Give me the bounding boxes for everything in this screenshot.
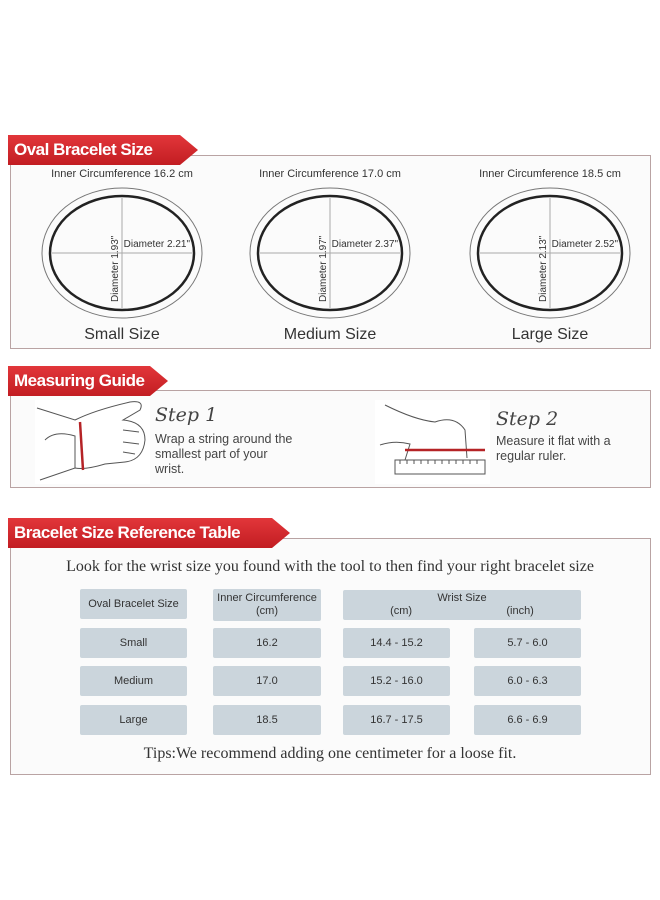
bracelet-ring <box>256 194 404 312</box>
header-unit-inch: (inch) <box>506 605 534 617</box>
outer-guide-ring <box>41 187 203 319</box>
table-cell-size: Medium <box>80 666 187 696</box>
table-cell-inch: 5.7 - 6.0 <box>474 628 581 658</box>
height-label: Diameter 2.13" <box>538 235 549 302</box>
header-unit: (cm) <box>256 605 278 617</box>
ruler-illustration <box>375 400 490 484</box>
table-cell-cm: 14.4 - 15.2 <box>343 628 450 658</box>
reference-table-banner: Bracelet Size Reference Table <box>8 518 290 548</box>
oval-bracelet-diagram: Diameter 2.21" Diameter 1.93" <box>41 187 203 319</box>
table-cell-size: Large <box>80 705 187 735</box>
height-label: Diameter 1.93" <box>110 235 121 302</box>
bracelet-ring <box>48 194 196 312</box>
table-cell-circ: 18.5 <box>213 705 321 735</box>
outer-guide-ring <box>469 187 631 319</box>
table-cell-circ: 17.0 <box>213 666 321 696</box>
table-cell-cm: 16.7 - 17.5 <box>343 705 450 735</box>
bracelet-ring <box>476 194 624 312</box>
table-cell-size: Small <box>80 628 187 658</box>
step-1-text: Wrap a string around the smallest part o… <box>155 432 293 476</box>
table-cell-circ: 16.2 <box>213 628 321 658</box>
outer-guide-ring <box>249 187 411 319</box>
oval-bracelet-diagram: Diameter 2.37" Diameter 1.97" <box>249 187 411 319</box>
width-label: Diameter 2.21" <box>124 239 191 250</box>
inner-circumference-label: Inner Circumference 18.5 cm <box>479 168 621 180</box>
size-name: Medium Size <box>283 326 377 343</box>
inner-circumference-label: Inner Circumference 16.2 cm <box>51 168 193 180</box>
step-2-title: Step 2 <box>496 408 559 430</box>
table-cell-inch: 6.6 - 6.9 <box>474 705 581 735</box>
step-1-title: Step 1 <box>155 404 218 426</box>
header-label: Wrist Size <box>437 592 487 604</box>
table-cell-cm: 15.2 - 16.0 <box>343 666 450 696</box>
width-label: Diameter 2.52" <box>552 239 619 250</box>
table-intro-text: Look for the wrist size you found with t… <box>66 558 594 575</box>
header-oval-size: Oval Bracelet Size <box>80 589 187 619</box>
size-name: Small Size <box>84 326 160 343</box>
table-cell-inch: 6.0 - 6.3 <box>474 666 581 696</box>
header-label: Oval Bracelet Size <box>88 597 179 610</box>
header-inner-circumference: Inner Circumference (cm) <box>213 589 321 621</box>
measuring-guide-banner: Measuring Guide <box>8 366 168 396</box>
step-2-text: Measure it flat with a regular ruler. <box>496 434 611 463</box>
inner-circumference-label: Inner Circumference 17.0 cm <box>259 168 401 180</box>
height-label: Diameter 1.97" <box>318 235 329 302</box>
size-name: Large Size <box>511 326 589 343</box>
oval-bracelet-diagram: Diameter 2.52" Diameter 2.13" <box>469 187 631 319</box>
tips-text: Tips:We recommend adding one centimeter … <box>143 745 517 762</box>
header-label: Inner Circumference <box>217 592 317 604</box>
oval-size-banner: Oval Bracelet Size <box>8 135 198 165</box>
header-unit-cm: (cm) <box>390 605 413 617</box>
header-wrist-size: Wrist Size (cm) (inch) <box>343 590 581 620</box>
width-label: Diameter 2.37" <box>332 239 399 250</box>
wrist-string-illustration <box>35 400 150 484</box>
